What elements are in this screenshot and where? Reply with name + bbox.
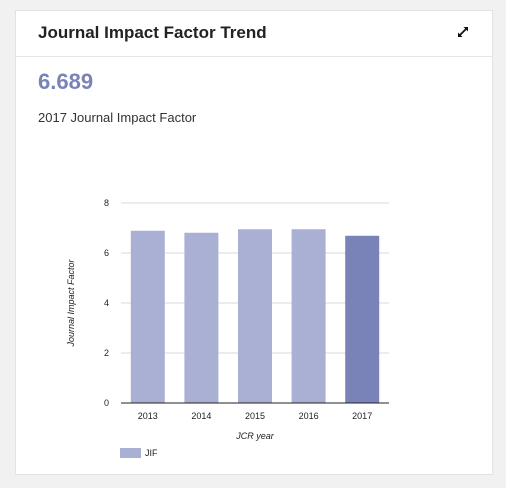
- bar-2017[interactable]: [345, 235, 380, 403]
- y-tick-label: 2: [104, 348, 109, 358]
- jif-trend-card: Journal Impact Factor Trend 6.689 2017 J…: [15, 10, 493, 475]
- y-tick-label: 0: [104, 398, 109, 408]
- x-axis-title: JCR year: [235, 431, 275, 441]
- x-tick-label: 2013: [138, 411, 158, 421]
- bar-2015[interactable]: [238, 229, 272, 403]
- bar-2014[interactable]: [184, 232, 219, 403]
- legend-label-jif: JIF: [145, 448, 158, 458]
- legend-swatch-jif: [120, 448, 141, 458]
- legend: JIF: [120, 448, 158, 458]
- current-jif-value: 6.689: [38, 69, 94, 94]
- x-tick-labels: 2013 2014 2015 2016 2017: [138, 411, 372, 421]
- bars: [130, 229, 380, 403]
- card-header: Journal Impact Factor Trend: [16, 11, 492, 57]
- x-tick-label: 2015: [245, 411, 265, 421]
- bar-2013[interactable]: [130, 230, 165, 403]
- card-title: Journal Impact Factor Trend: [38, 23, 267, 42]
- expand-arrows-icon[interactable]: [454, 23, 472, 41]
- bar-2016[interactable]: [291, 229, 326, 403]
- y-tick-labels: 0 2 4 6 8: [104, 198, 109, 408]
- x-tick-label: 2016: [299, 411, 319, 421]
- current-jif-label: 2017 Journal Impact Factor: [38, 110, 197, 125]
- jif-bar-chart: 0 2 4 6 8 2013 2014 2015 2016 2017 Journal Impac…: [66, 198, 389, 458]
- y-tick-label: 4: [104, 298, 109, 308]
- y-tick-label: 8: [104, 198, 109, 208]
- y-axis-title: Journal Impact Factor: [66, 258, 76, 347]
- x-tick-label: 2017: [352, 411, 372, 421]
- y-tick-label: 6: [104, 248, 109, 258]
- x-tick-label: 2014: [191, 411, 211, 421]
